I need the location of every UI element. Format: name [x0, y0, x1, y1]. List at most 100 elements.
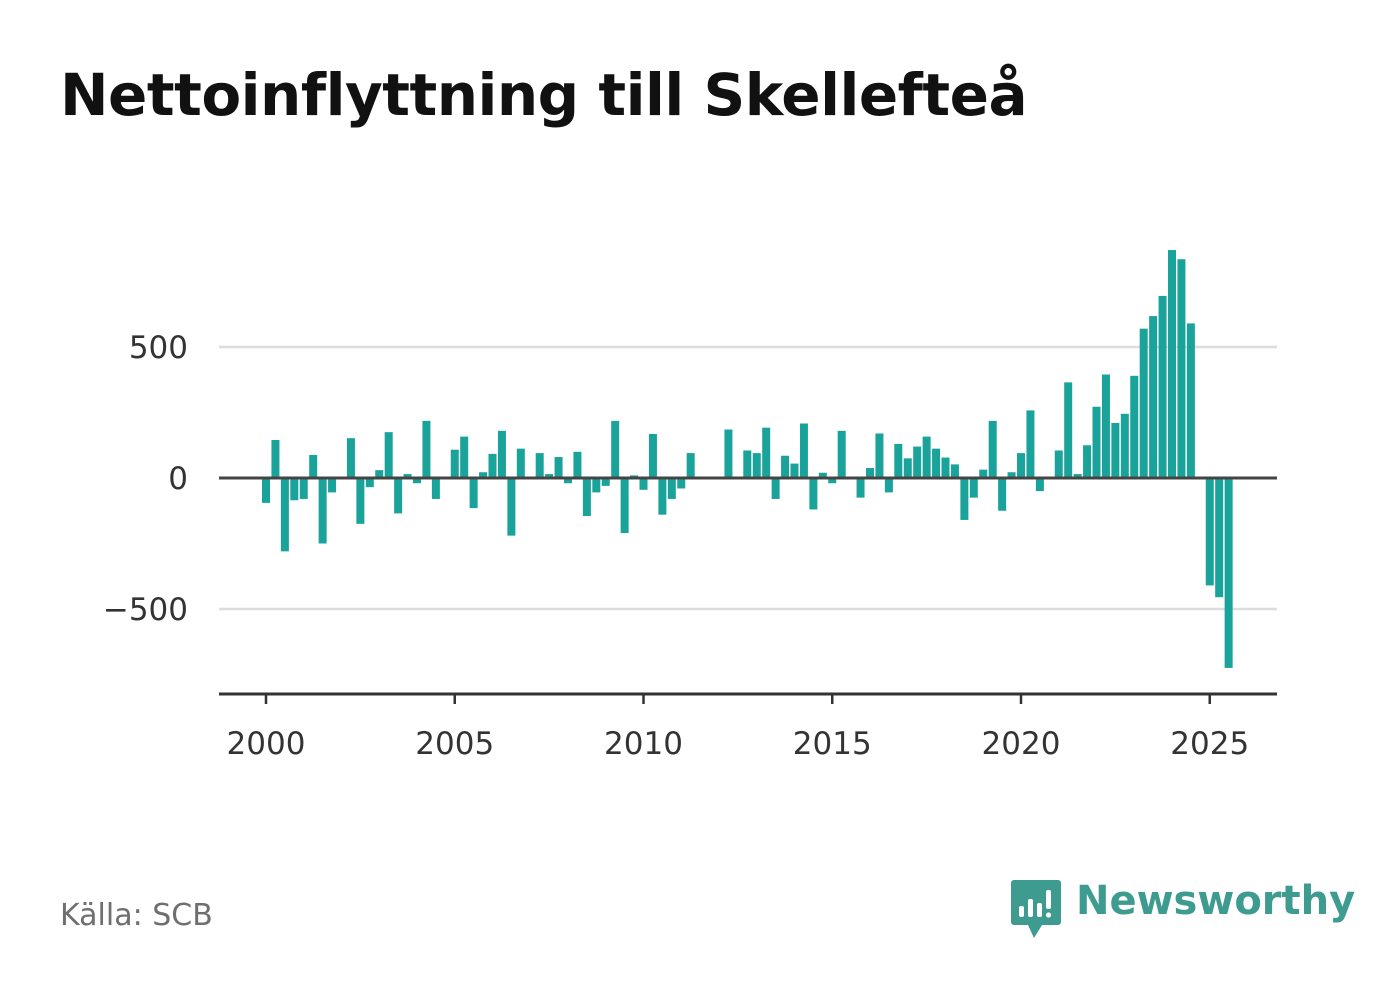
bars — [262, 250, 1233, 668]
bar — [1017, 453, 1025, 478]
bar — [743, 450, 752, 478]
bar — [932, 448, 941, 478]
bar — [1186, 323, 1195, 478]
bar — [346, 438, 355, 478]
bar — [1111, 422, 1120, 478]
bar — [1054, 450, 1063, 478]
bar — [1224, 478, 1233, 668]
x-tick-label: 2015 — [793, 726, 872, 762]
bar — [969, 478, 978, 498]
bar — [1149, 316, 1158, 478]
x-tick-label: 2005 — [415, 726, 494, 762]
bar — [573, 451, 582, 478]
bar — [592, 478, 601, 493]
bar — [979, 469, 988, 478]
bar — [998, 478, 1007, 511]
bar — [601, 478, 610, 486]
bar — [960, 478, 969, 520]
bar — [1073, 474, 1082, 478]
bar — [837, 430, 846, 478]
bar — [903, 458, 912, 478]
bar — [988, 420, 997, 478]
x-tick-label: 2025 — [1170, 726, 1249, 762]
newsworthy-logo-icon — [1011, 880, 1061, 938]
bar — [790, 463, 799, 478]
x-tick-label: 2000 — [227, 726, 306, 762]
bar — [941, 457, 950, 478]
y-tick-label: 500 — [129, 330, 188, 366]
bar — [762, 427, 771, 478]
bar — [913, 446, 922, 478]
bar — [1120, 413, 1129, 478]
bar — [365, 478, 374, 488]
bar — [262, 478, 270, 503]
bar — [271, 440, 280, 478]
bar — [479, 472, 488, 478]
bar — [1007, 472, 1016, 478]
bar — [422, 420, 431, 478]
brand-name: Newsworthy — [1076, 878, 1356, 924]
y-tick-label: 0 — [168, 461, 188, 497]
bar — [535, 453, 544, 478]
bar — [318, 478, 327, 544]
bar — [771, 478, 780, 499]
bar — [290, 478, 299, 501]
bar — [1101, 374, 1110, 478]
bar — [1064, 382, 1073, 478]
bar — [1158, 295, 1167, 478]
bar — [950, 464, 959, 478]
y-tick-label: −500 — [103, 592, 188, 628]
grid-lines — [219, 345, 1277, 611]
bar — [384, 432, 393, 478]
bar — [545, 474, 554, 478]
bar — [856, 478, 865, 498]
bar — [299, 478, 308, 499]
bar — [403, 474, 412, 478]
bar — [658, 478, 667, 515]
bar — [1035, 478, 1044, 492]
bar — [809, 478, 818, 510]
bar — [450, 449, 459, 478]
bar — [781, 455, 790, 478]
bar — [564, 478, 572, 484]
bar — [866, 468, 874, 478]
bar — [1130, 375, 1139, 478]
bar — [507, 478, 516, 536]
bar — [394, 478, 403, 514]
bar — [469, 478, 478, 509]
x-tick-label: 2010 — [604, 726, 683, 762]
bar — [752, 453, 761, 478]
bar — [875, 433, 884, 478]
chart-title: Nettoinflyttning till Skellefteå — [60, 61, 1028, 129]
bar — [686, 453, 695, 478]
bar — [582, 478, 591, 516]
brand-logo: Newsworthy — [1010, 878, 1355, 942]
bar — [667, 478, 676, 499]
bar — [309, 454, 318, 478]
bar — [280, 478, 289, 552]
bar — [516, 448, 525, 478]
bar — [1083, 445, 1092, 478]
bar — [818, 472, 827, 478]
bar — [460, 436, 469, 478]
bar — [677, 478, 686, 489]
bar — [328, 478, 337, 493]
bar — [884, 478, 893, 493]
bar — [1092, 406, 1101, 478]
bar — [894, 443, 903, 478]
bar — [1177, 259, 1186, 478]
bar — [497, 430, 506, 478]
bar — [554, 457, 563, 478]
bar — [356, 478, 365, 524]
bar — [799, 423, 808, 478]
bar — [828, 478, 837, 484]
x-tick-label: 2020 — [982, 726, 1061, 762]
bar — [620, 478, 629, 534]
bar — [488, 453, 497, 478]
bar — [1215, 478, 1224, 598]
bar — [648, 433, 657, 478]
bar — [724, 429, 733, 478]
bar — [413, 478, 421, 484]
bar — [1205, 478, 1214, 586]
